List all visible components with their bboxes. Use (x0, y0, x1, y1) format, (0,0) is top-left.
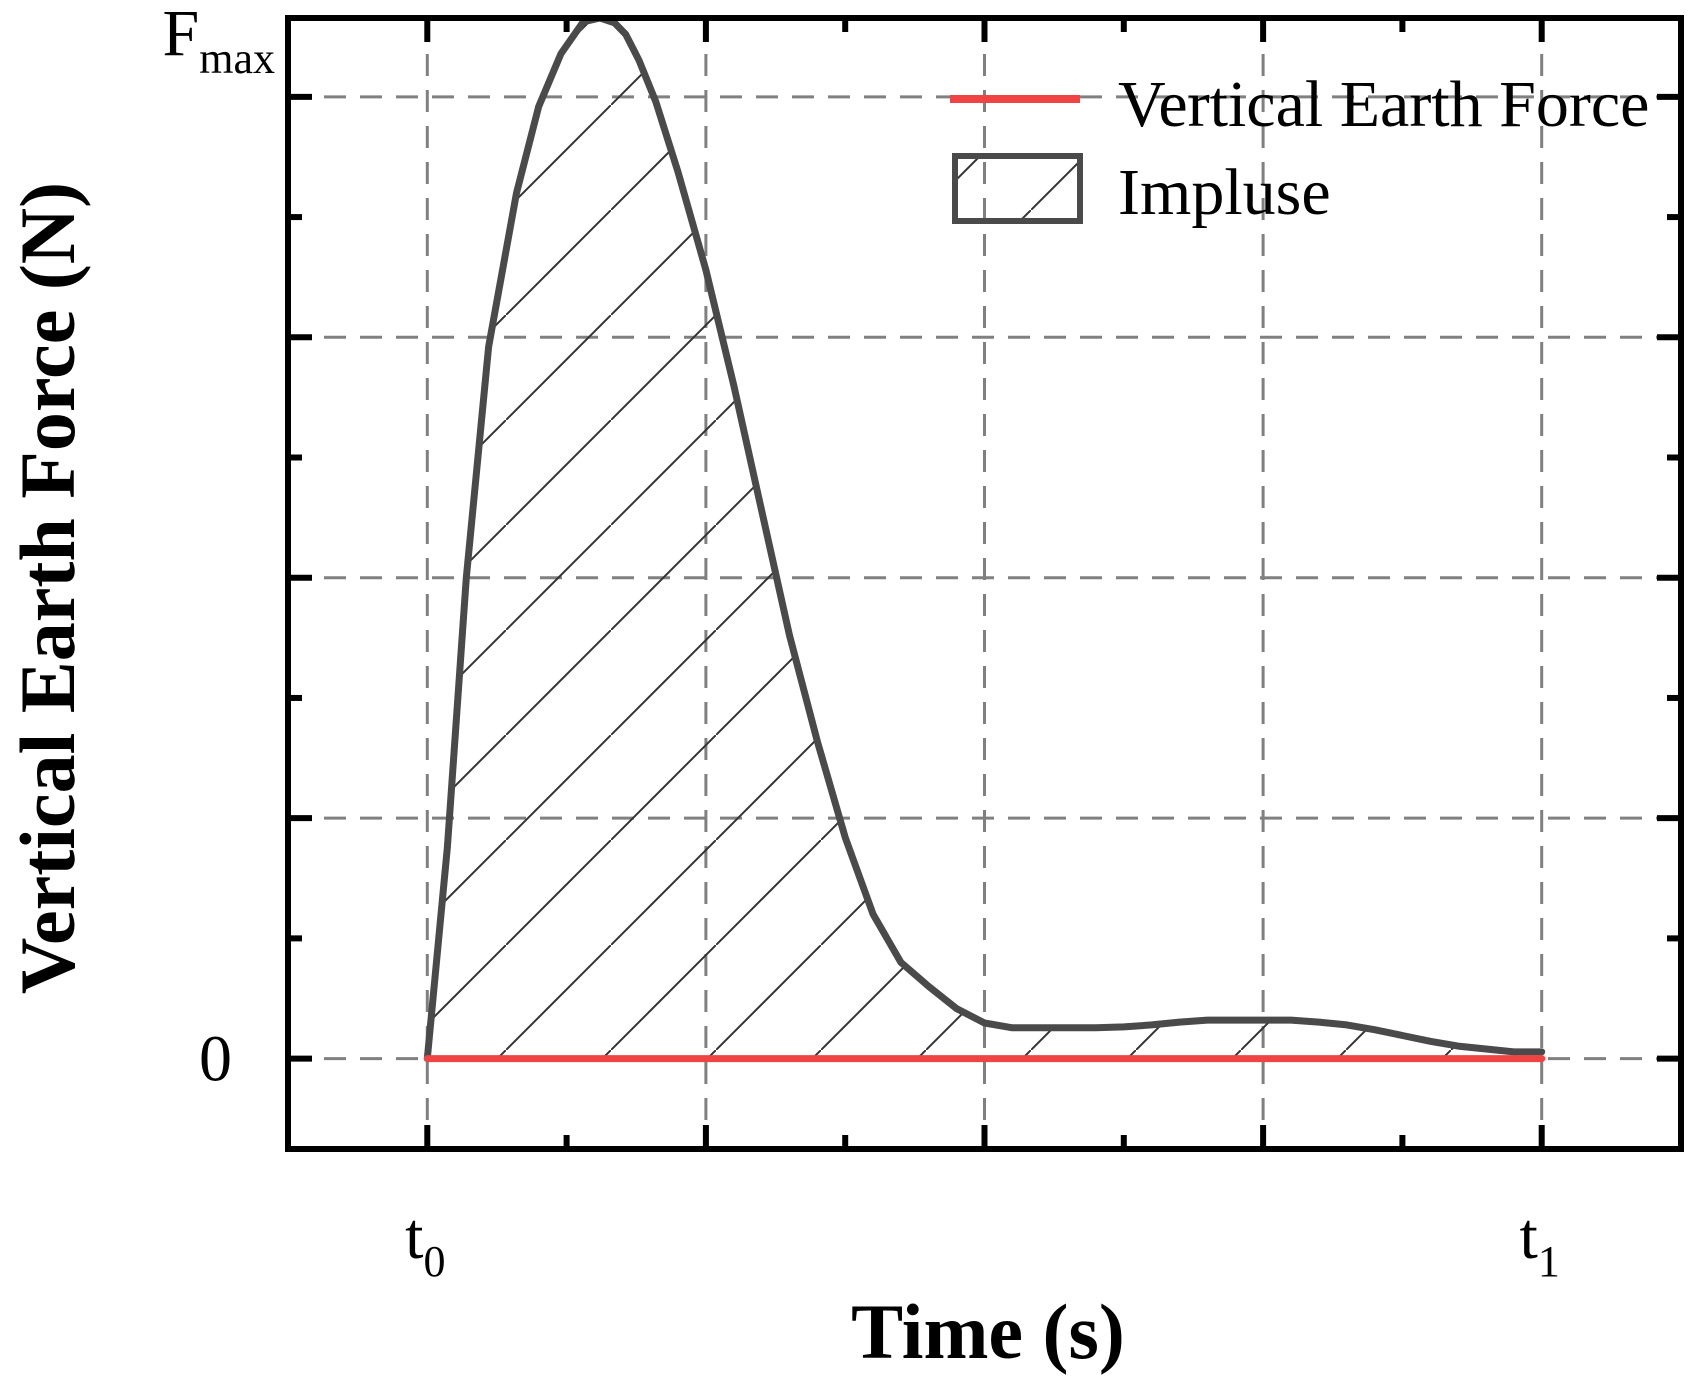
axis-ticks (288, 18, 1681, 1149)
legend-swatch-impulse (952, 153, 1083, 224)
x-tick-label-1: t1 (1520, 1200, 1560, 1286)
x-axis-title: Time (s) (851, 1288, 1125, 1375)
y-axis-title: Vertical Earth Force (N) (4, 182, 91, 994)
y-tick-label-1: Fmax (163, 0, 275, 83)
y-tick-label-0: 0 (199, 1023, 232, 1096)
legend: Vertical Earth Force Impluse (950, 68, 1649, 229)
legend-label-impulse: Impluse (1118, 156, 1331, 229)
legend-label-vertical-earth-force: Vertical Earth Force (1118, 68, 1649, 141)
x-tick-label-0: t0 (405, 1200, 445, 1286)
tick-labels: t0 t1 0 Fmax (163, 0, 1560, 1286)
